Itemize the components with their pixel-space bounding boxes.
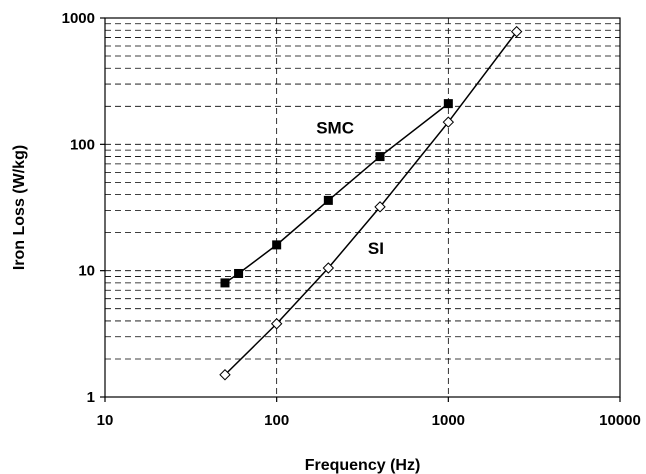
- y-tick-label: 100: [70, 136, 95, 153]
- y-tick-label: 10: [78, 263, 95, 280]
- data-point-si: [270, 318, 283, 330]
- data-point-si: [374, 201, 386, 213]
- data-point-smc: [323, 195, 333, 205]
- grid: [105, 18, 620, 397]
- x-tick-label: 1000: [432, 412, 465, 429]
- data-point-si: [442, 116, 455, 128]
- series-label-si: SI: [368, 239, 384, 258]
- data-point-si: [322, 262, 335, 274]
- y-tick-label: 1: [87, 389, 95, 406]
- data-point-si: [219, 369, 231, 381]
- series-layer: [219, 25, 523, 381]
- series-line-si: [224, 31, 518, 376]
- y-axis-label: Iron Loss (W/kg): [11, 145, 28, 270]
- x-tick-label: 100: [264, 412, 289, 429]
- y-tick-label: 1000: [62, 10, 95, 27]
- data-point-smc: [272, 240, 282, 250]
- x-tick-label: 10000: [599, 412, 641, 429]
- x-tick-label: 10: [97, 412, 114, 429]
- data-point-si: [510, 25, 523, 38]
- series-label-smc: SMC: [316, 118, 354, 137]
- plot-area: [104, 17, 621, 398]
- data-point-smc: [220, 278, 230, 288]
- x-axis-label: Frequency (Hz): [305, 457, 421, 474]
- data-point-smc: [443, 99, 453, 109]
- data-point-smc: [375, 152, 385, 162]
- data-point-smc: [234, 268, 244, 278]
